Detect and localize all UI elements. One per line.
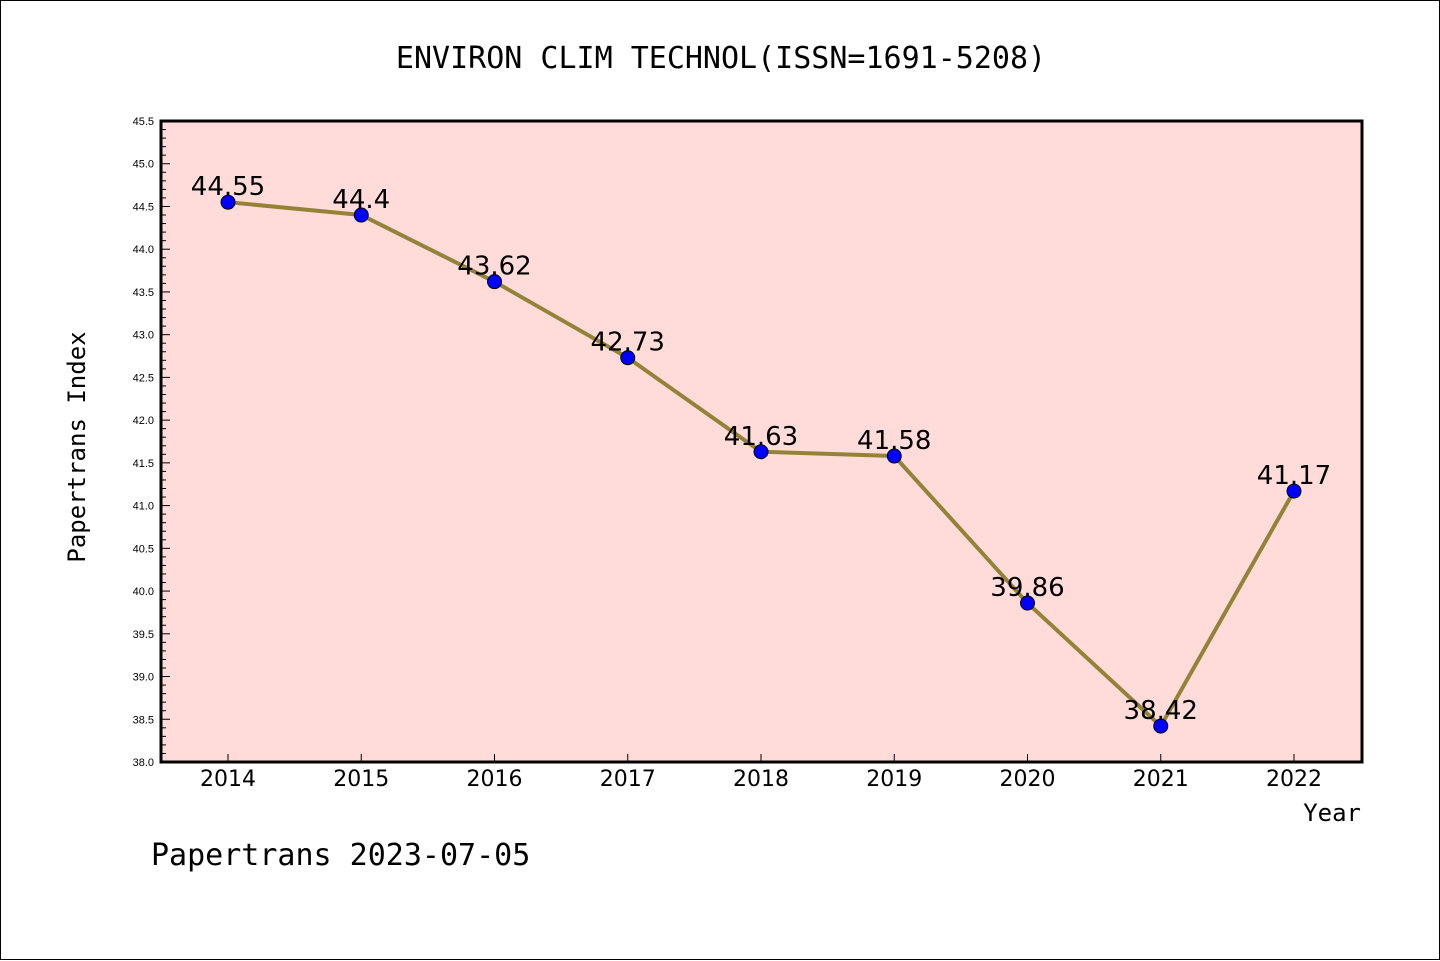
y-tick-label: 45.5	[133, 116, 154, 128]
x-tick-label: 2020	[1000, 767, 1056, 792]
y-tick-label: 42.5	[133, 372, 154, 384]
y-axis-label: Papertrans Index	[63, 331, 91, 562]
y-tick-label: 44.5	[133, 201, 154, 213]
y-tick-label: 41.0	[133, 501, 154, 513]
data-point	[1153, 718, 1169, 734]
footer-date: Papertrans 2023-07-05	[151, 838, 530, 873]
y-tick-label: 43.5	[133, 287, 154, 299]
data-point	[1020, 595, 1035, 611]
x-tick-label: 2021	[1133, 767, 1189, 792]
y-tick-label: 40.0	[133, 586, 154, 598]
data-point	[620, 350, 636, 366]
data-label: 42.73	[591, 328, 665, 358]
y-tick-label: 44.0	[133, 244, 154, 256]
data-point	[886, 448, 902, 464]
y-tick-label: 38.5	[133, 714, 154, 726]
x-tick-label: 2022	[1266, 767, 1322, 792]
data-label: 43.62	[457, 252, 531, 282]
chart-title: ENVIRON CLIM TECHNOL(ISSN=1691-5208)	[396, 41, 1046, 76]
data-point	[1286, 483, 1302, 499]
y-tick-label: 39.0	[133, 672, 154, 684]
data-label: 41.63	[724, 422, 798, 452]
x-tick-label: 2017	[600, 767, 656, 792]
data-point	[353, 207, 369, 223]
data-label: 44.4	[332, 185, 390, 215]
x-tick-label: 2019	[866, 767, 922, 792]
data-point	[753, 444, 769, 460]
x-tick-label: 2016	[467, 767, 523, 792]
y-tick-label: 42.0	[133, 415, 154, 427]
y-tick-label: 45.0	[133, 159, 154, 171]
x-tick-label: 2014	[200, 767, 256, 792]
plot-area	[159, 119, 1364, 764]
y-tick-label: 39.5	[133, 629, 154, 641]
data-label: 41.17	[1257, 461, 1331, 491]
y-tick-label: 38.0	[133, 757, 154, 769]
y-tick-label: 43.0	[133, 330, 154, 342]
x-axis: 2014 2015 2016 2017 2018 2019 2020 2021 2022	[200, 754, 1322, 792]
data-label: 44.55	[191, 172, 265, 202]
y-tick-label: 40.5	[133, 543, 154, 555]
y-tick-label: 41.5	[133, 458, 154, 470]
data-point	[487, 274, 502, 290]
x-tick-label: 2015	[333, 767, 389, 792]
series: 44.55 44.4 43.62 42.73 41.63 41.58 39.86 38.42 4…	[191, 172, 1331, 734]
data-label: 41.58	[857, 426, 931, 456]
data-label: 38.42	[1124, 696, 1198, 726]
data-label: 39.86	[990, 573, 1064, 603]
data-point	[220, 194, 236, 210]
x-tick-label: 2018	[733, 767, 789, 792]
y-axis: 38.0 38.5 39.0 39.5 40.0 40.5 41.0 41.5 42.0 42.5…	[133, 116, 170, 769]
x-axis-label: Year	[1303, 799, 1361, 827]
